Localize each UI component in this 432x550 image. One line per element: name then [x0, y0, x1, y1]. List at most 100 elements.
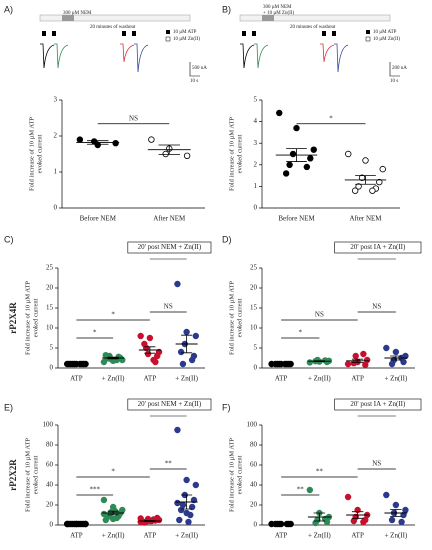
y-tick-label: 40: [250, 481, 258, 489]
current-trace: [254, 43, 269, 69]
treatment-block: [262, 15, 274, 21]
row-label: rP2X4R: [8, 302, 18, 334]
data-point: [286, 161, 293, 168]
legend-atp: [166, 30, 170, 34]
y-axis-label: evoked current: [236, 455, 243, 494]
data-point: [183, 152, 191, 159]
legend-label: 10 µM ATP: [373, 30, 397, 35]
panel-label: C): [4, 234, 14, 244]
significance-label: *: [111, 311, 115, 319]
y-tick-label: 0: [254, 364, 258, 372]
data-point: [289, 150, 297, 158]
data-point: [176, 516, 183, 524]
data-point: [383, 491, 390, 499]
data-point: [177, 348, 185, 356]
data-point: [137, 515, 144, 522]
y-tick-label: 5: [50, 344, 54, 352]
y-tick-label: 2: [254, 160, 258, 168]
application-marker: [322, 31, 326, 36]
data-point: [179, 360, 187, 368]
data-point: [306, 359, 314, 366]
application-marker: [242, 31, 246, 36]
data-point: [148, 136, 155, 143]
x-tick-label: + Zn(II): [175, 532, 198, 540]
data-point: [150, 356, 157, 364]
group-label: 20' post IA + Zn(II): [350, 243, 406, 251]
x-tick-label: + Zn(II): [384, 375, 407, 383]
y-tick-label: 100: [43, 421, 54, 429]
data-point: [112, 139, 119, 147]
data-point: [392, 501, 400, 509]
significance-label: *: [111, 468, 115, 476]
y-tick-label: 0: [50, 364, 54, 372]
x-tick-label: ATP: [351, 375, 364, 383]
x-tick-label: ATP: [351, 532, 364, 540]
sem-bar: [144, 346, 156, 354]
data-point: [183, 509, 190, 517]
scale-current: 200 nA: [392, 66, 407, 71]
significance-label: NS: [129, 114, 138, 122]
data-point: [141, 340, 148, 348]
y-tick-label: 15: [250, 304, 258, 312]
sem-bar: [390, 509, 402, 517]
sem-bar: [355, 175, 376, 185]
significance-label: NS: [315, 311, 324, 319]
sem-bar: [390, 355, 402, 361]
significance-label: NS: [372, 303, 381, 311]
y-tick-label: 80: [250, 441, 258, 449]
scale-time: 10 s: [390, 79, 398, 84]
sem-bar: [144, 520, 156, 522]
x-tick-label: ATP: [275, 532, 288, 540]
panel-label: B): [222, 4, 231, 14]
data-point: [312, 519, 319, 527]
data-point: [352, 352, 359, 360]
sem-bar: [351, 358, 364, 363]
group-box: [127, 241, 212, 254]
legend-zn: [365, 36, 371, 42]
data-point: [146, 334, 154, 342]
y-tick-label: 4: [254, 117, 258, 125]
current-trace: [240, 43, 255, 69]
y-tick-label: 5: [254, 96, 258, 104]
protocol-bar: [239, 14, 391, 22]
data-point: [100, 510, 108, 518]
data-point: [369, 187, 376, 194]
significance-label: **: [297, 486, 305, 494]
y-tick-label: 20: [46, 284, 54, 292]
data-point: [362, 361, 369, 368]
y-axis-label: evoked current: [236, 298, 243, 337]
y-tick-label: 3: [254, 139, 258, 147]
data-point: [183, 476, 190, 484]
current-trace: [54, 43, 69, 69]
data-point: [376, 178, 383, 186]
data-point: [344, 360, 352, 368]
application-marker: [122, 31, 126, 36]
data-point: [379, 165, 386, 173]
x-tick-label: Before NEM: [80, 215, 117, 223]
treatment-label: 300 µM NEM: [63, 11, 92, 16]
legend-atp: [366, 30, 370, 34]
y-tick-label: 0: [254, 204, 258, 212]
x-tick-label: After NEM: [349, 215, 382, 223]
data-point: [306, 486, 314, 494]
data-point: [355, 183, 362, 190]
y-tick-label: 0: [254, 521, 258, 529]
x-tick-label: + Zn(II): [175, 375, 198, 383]
y-axis-label: evoked current: [32, 455, 39, 494]
data-point: [307, 155, 314, 162]
treatment-block: [62, 15, 74, 21]
x-tick-label: + Zn(II): [308, 532, 331, 540]
data-point: [344, 493, 352, 501]
sem-bar: [351, 511, 364, 519]
group-label: 20' post IA + Zn(II): [350, 400, 406, 408]
data-point: [360, 518, 367, 526]
significance-label: *: [93, 329, 97, 337]
data-point: [174, 426, 181, 434]
data-point: [360, 350, 367, 358]
treatment-label: 300 µM NEM: [263, 5, 292, 10]
data-point: [282, 170, 290, 177]
y-axis-label: Fold increase of 10 µM ATP: [228, 281, 235, 355]
y-tick-label: 0: [50, 521, 54, 529]
legend-label: 10 µM ATP: [173, 30, 197, 35]
